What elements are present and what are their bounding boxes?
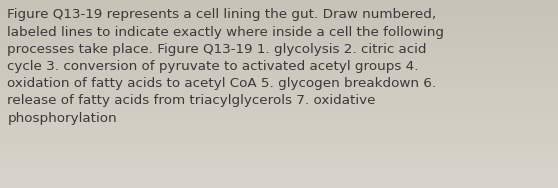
Text: Figure Q13-19 represents a cell lining the gut. Draw numbered,
labeled lines to : Figure Q13-19 represents a cell lining t… (7, 8, 444, 125)
